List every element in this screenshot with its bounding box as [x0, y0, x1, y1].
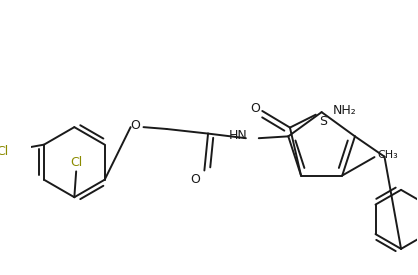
Text: NH₂: NH₂ [332, 104, 356, 117]
Text: O: O [130, 119, 140, 132]
Text: S: S [319, 115, 327, 128]
Text: Cl: Cl [70, 156, 82, 169]
Text: CH₃: CH₃ [377, 150, 398, 160]
Text: Cl: Cl [0, 145, 9, 158]
Text: HN: HN [229, 129, 248, 142]
Text: O: O [250, 102, 260, 115]
Text: O: O [190, 173, 200, 186]
